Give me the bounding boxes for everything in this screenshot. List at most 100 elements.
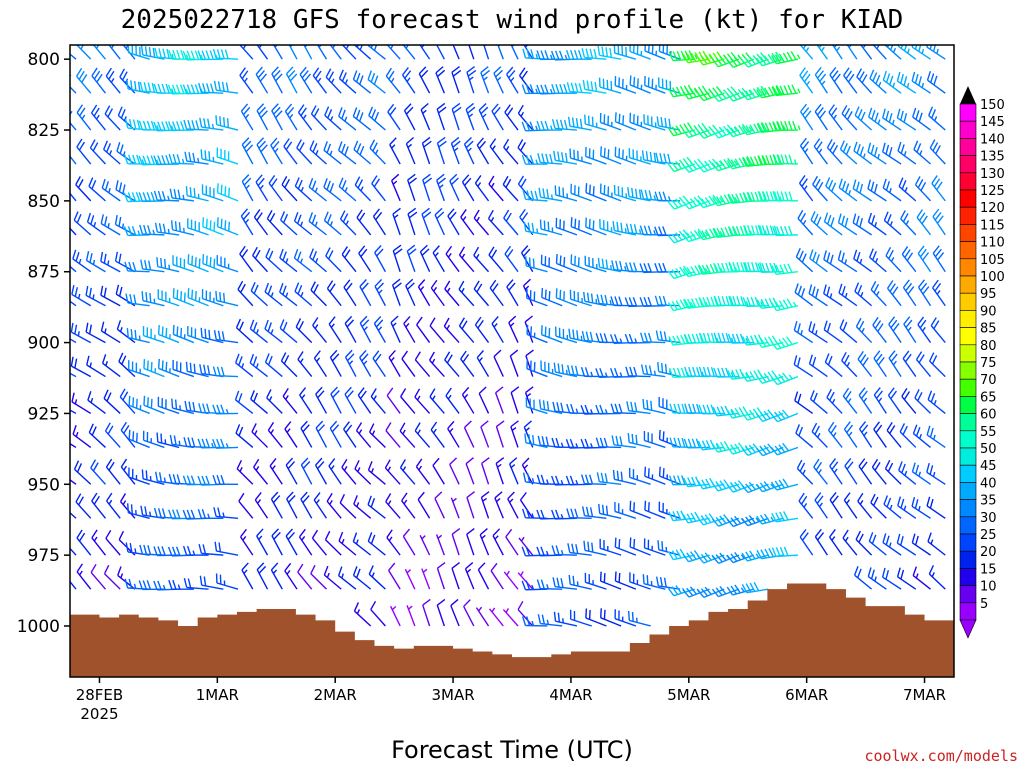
wind-barb (312, 67, 328, 94)
wind-barb (711, 157, 740, 172)
wind-barb (887, 387, 902, 414)
wind-barb (628, 148, 651, 165)
wind-barb (90, 104, 107, 131)
wind-barb (271, 66, 283, 94)
wind-barb (654, 191, 681, 202)
wind-barb (926, 462, 946, 485)
wind-barb (323, 141, 342, 165)
wind-barb (70, 108, 77, 131)
wind-barb (279, 319, 298, 344)
wind-barb (201, 289, 224, 307)
wind-barb (509, 349, 519, 377)
wind-barb (70, 338, 77, 344)
wind-barb (341, 45, 357, 60)
wind-barb (142, 326, 165, 344)
wind-barb (521, 457, 534, 485)
wind-barb (552, 577, 578, 590)
wind-barb (168, 579, 194, 590)
wind-barb (466, 66, 477, 94)
wind-barb (237, 280, 254, 307)
wind-barb (352, 107, 372, 131)
wind-barb (400, 388, 416, 414)
wind-barb (285, 528, 298, 556)
wind-barb (167, 546, 194, 557)
wind-barb (570, 217, 592, 236)
wind-barb (156, 257, 180, 273)
wind-barb (420, 102, 431, 131)
wind-barb (270, 491, 283, 519)
wind-barb (843, 67, 858, 94)
colorbar-swatch (959, 327, 977, 346)
wind-barb (641, 150, 666, 165)
wind-barb (756, 51, 784, 67)
colorbar-swatch (959, 155, 977, 174)
wind-barb (202, 217, 224, 236)
wind-barb (279, 282, 298, 307)
wind-barb (808, 284, 828, 307)
colorbar-swatch (959, 550, 977, 569)
wind-barb (639, 263, 666, 274)
wind-barb (183, 578, 209, 590)
wind-barb (465, 102, 476, 131)
wind-barb (585, 608, 607, 627)
wind-barb (70, 179, 77, 202)
y-tick-label: 800 (28, 50, 60, 70)
wind-barb (823, 250, 843, 273)
wind-barb (614, 146, 637, 165)
colorbar-swatch (959, 224, 977, 242)
colorbar-swatch (959, 430, 977, 449)
wind-barb (372, 350, 386, 377)
wind-barb (711, 586, 740, 598)
wind-barb (338, 177, 357, 202)
colorbar-label: 80 (980, 339, 997, 354)
wind-barb (353, 495, 372, 519)
wind-barb (551, 119, 577, 131)
colorbar-label: 105 (980, 253, 1005, 268)
wind-barb (114, 215, 136, 236)
wind-barb (399, 422, 416, 448)
wind-barb (367, 495, 386, 519)
wind-barb (295, 318, 313, 344)
wind-barb (585, 146, 607, 165)
wind-barb (71, 285, 92, 307)
wind-barb (798, 175, 814, 202)
wind-barb (869, 248, 887, 273)
wind-barb (871, 458, 887, 485)
wind-barb (903, 316, 917, 343)
wind-barb (741, 85, 769, 101)
wind-barb (867, 179, 887, 202)
wind-barb (128, 395, 150, 415)
wind-barb (581, 48, 607, 60)
wind-barbs-layer (70, 45, 946, 627)
wind-barb (297, 351, 313, 378)
wind-barb (215, 115, 239, 131)
wind-barb (157, 396, 180, 415)
wind-barb (538, 399, 563, 415)
wind-barb (300, 420, 313, 448)
wind-barb (385, 422, 401, 448)
wind-barb (859, 421, 873, 448)
wind-barb (213, 330, 239, 344)
wind-barb (310, 564, 327, 590)
wind-barb (495, 457, 505, 485)
colorbar-swatch (959, 206, 977, 225)
wind-barb (198, 543, 224, 556)
wind-barb (742, 191, 769, 202)
wind-barb (367, 461, 386, 485)
wind-barb (108, 45, 121, 60)
wind-barb (402, 528, 416, 556)
wind-barb (517, 571, 534, 590)
wind-barb (368, 565, 386, 590)
wind-barb (312, 317, 328, 344)
wind-barb (391, 278, 402, 306)
wind-barb (597, 45, 622, 60)
wind-barb (235, 318, 254, 344)
wind-barb (407, 207, 418, 236)
wind-barb (537, 435, 563, 449)
wind-barb (655, 152, 681, 165)
wind-barb (854, 106, 873, 131)
wind-barb (270, 137, 283, 165)
wind-barb (858, 387, 873, 414)
wind-barb (913, 140, 931, 165)
wind-barb (814, 528, 828, 556)
